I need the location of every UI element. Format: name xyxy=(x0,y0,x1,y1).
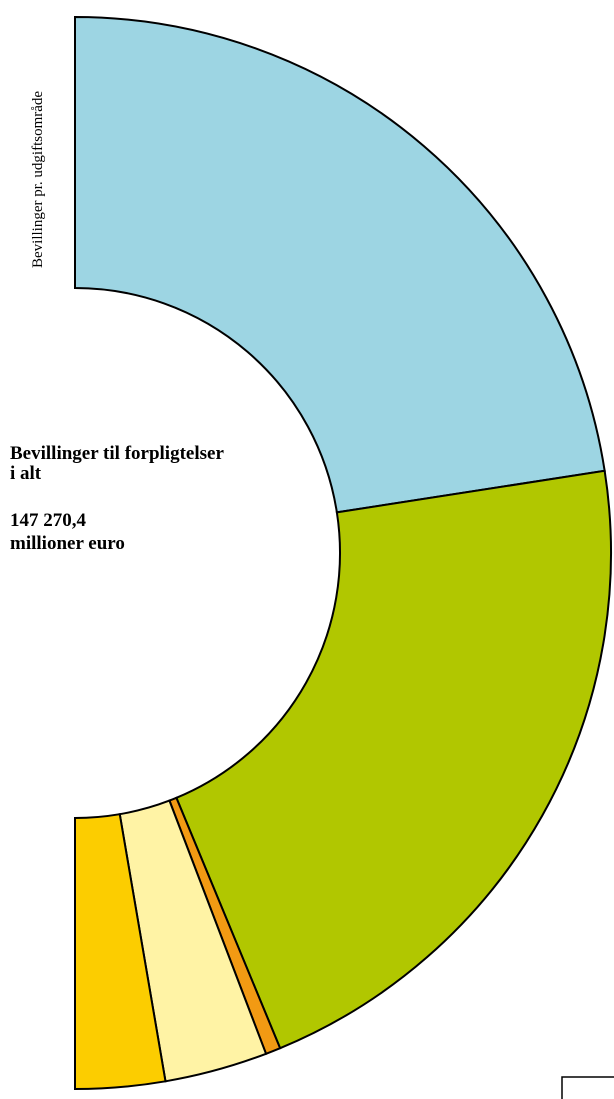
frame-box xyxy=(561,1076,614,1099)
segments xyxy=(74,15,612,1091)
total-unit: millioner euro xyxy=(10,533,125,554)
title-line: i alt xyxy=(10,463,42,484)
axis-label: Bevillinger pr. udgiftsområde xyxy=(30,91,46,268)
title-line: Bevillinger til forpligtelser xyxy=(10,443,224,464)
segment xyxy=(74,813,167,1091)
segment xyxy=(175,469,612,1050)
segment xyxy=(74,15,606,514)
total-value: 147 270,4 xyxy=(10,510,87,531)
